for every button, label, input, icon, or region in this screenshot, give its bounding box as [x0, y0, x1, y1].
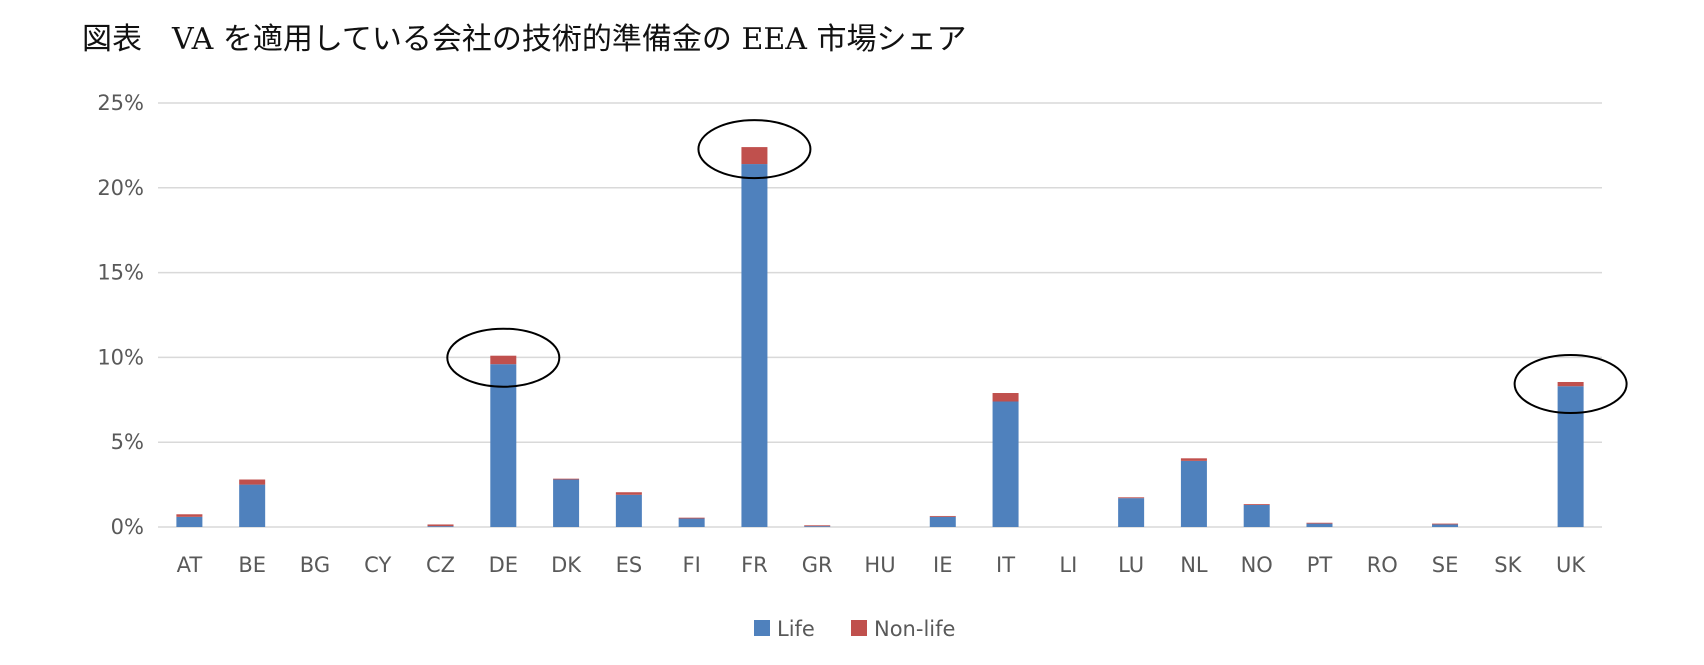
highlight-ellipses [446, 119, 1628, 414]
bar-life-dk [553, 479, 580, 527]
bar-non-life-be [239, 479, 266, 485]
x-tick-label: BG [300, 553, 330, 577]
bar-non-life-dk [553, 478, 580, 480]
bar-non-life-es [615, 492, 642, 495]
bar-non-life-at [176, 514, 203, 517]
x-tick-label: RO [1367, 553, 1398, 577]
x-tick-label: DE [489, 553, 518, 577]
y-tick-label: 0% [111, 515, 144, 539]
bar-life-uk [1557, 386, 1584, 527]
bar-non-life-fi [678, 517, 705, 519]
legend-label-non-life: Non-life [874, 617, 955, 641]
legend-swatch-life [754, 620, 770, 636]
bars [176, 147, 1584, 527]
x-tick-label: BE [238, 553, 266, 577]
highlight-ellipse-de [446, 327, 561, 388]
bar-non-life-cz [427, 524, 454, 527]
bar-life-pt [1306, 523, 1333, 527]
bar-life-at [176, 516, 203, 527]
highlight-ellipse-fr [697, 119, 812, 180]
bar-life-es [615, 494, 642, 527]
bar-life-gr [804, 526, 831, 527]
bar-life-be [239, 484, 266, 527]
x-tick-label: CY [364, 553, 391, 577]
x-tick-label: NL [1180, 553, 1208, 577]
bar-non-life-gr [804, 525, 831, 527]
x-tick-label: HU [864, 553, 895, 577]
bar-non-life-ie [929, 515, 956, 517]
bar-life-se [1432, 524, 1459, 527]
x-tick-label: LU [1118, 553, 1144, 577]
y-tick-label: 15% [97, 261, 144, 285]
y-tick-label: 20% [97, 176, 144, 200]
bar-life-de [490, 364, 517, 527]
x-tick-label: DK [551, 553, 582, 577]
bar-life-fr [741, 164, 768, 527]
bar-life-lu [1118, 498, 1145, 527]
legend-label-life: Life [777, 617, 815, 641]
x-tick-label: SE [1432, 553, 1459, 577]
chart-title: 図表 VA を適用している会社の技術的準備金の EEA 市場シェア [82, 22, 967, 57]
x-tick-label: PT [1307, 553, 1333, 577]
x-tick-label: ES [616, 553, 643, 577]
x-axis-ticks: AT BE BG CY CZ DE DK ES FI FR GR HU IE IT LI LU NL NO PT RO… [177, 553, 1587, 577]
bar-life-nl [1180, 460, 1207, 527]
legend: Life Non-life [754, 617, 955, 641]
bar-non-life-lu [1118, 497, 1145, 499]
bar-non-life-fr [741, 147, 768, 165]
x-tick-label: NO [1241, 553, 1273, 577]
x-tick-label: FR [741, 553, 768, 577]
x-tick-label: IE [933, 553, 952, 577]
x-tick-label: IT [996, 553, 1015, 577]
x-tick-label: GR [802, 553, 833, 577]
bar-life-cz [427, 526, 454, 527]
x-tick-label: UK [1556, 553, 1586, 577]
y-tick-label: 5% [111, 430, 144, 454]
bar-non-life-uk [1557, 381, 1584, 387]
bar-life-no [1243, 504, 1270, 527]
bar-non-life-no [1243, 504, 1270, 505]
x-tick-label: LI [1059, 553, 1077, 577]
x-tick-label: SK [1494, 553, 1522, 577]
bar-life-ie [929, 516, 956, 527]
y-tick-label: 10% [97, 345, 144, 369]
gridlines [158, 102, 1602, 528]
bar-non-life-it [992, 393, 1019, 402]
bar-life-fi [678, 518, 705, 527]
bar-non-life-de [490, 355, 517, 365]
highlight-ellipse-uk [1513, 353, 1628, 414]
x-tick-label: CZ [426, 553, 455, 577]
bar-non-life-se [1432, 523, 1459, 525]
bar-non-life-pt [1306, 522, 1333, 524]
bar-non-life-nl [1180, 458, 1207, 461]
x-tick-label: FI [683, 553, 701, 577]
x-tick-label: AT [177, 553, 203, 577]
legend-swatch-non-life [851, 620, 867, 636]
y-axis-ticks: 0% 5% 10% 15% 20% 25% [97, 91, 144, 539]
y-tick-label: 25% [97, 91, 144, 115]
bar-life-it [992, 401, 1019, 527]
